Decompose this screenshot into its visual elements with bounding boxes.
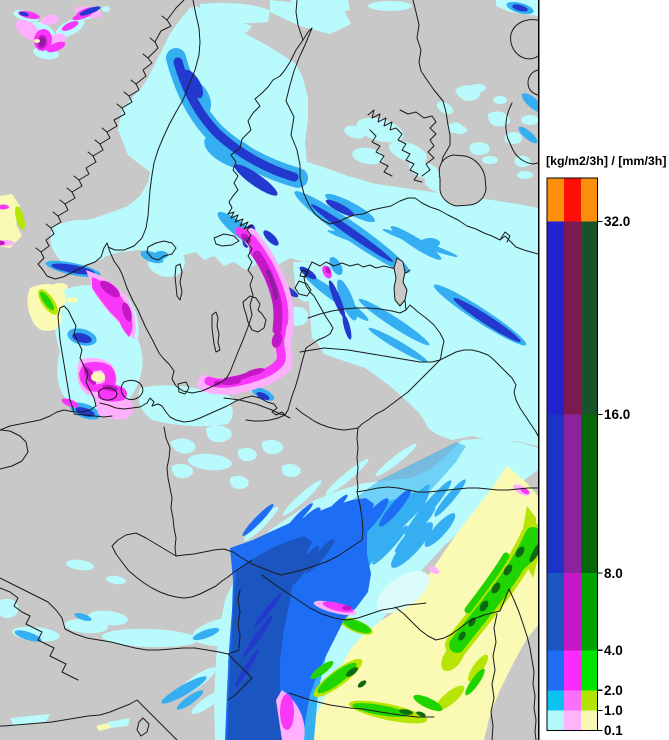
svg-text:2.0: 2.0 (604, 683, 623, 698)
svg-text:16.0: 16.0 (604, 407, 630, 422)
svg-text:8.0: 8.0 (604, 566, 623, 581)
svg-text:0.1: 0.1 (604, 723, 623, 738)
svg-text:1.0: 1.0 (604, 703, 623, 718)
svg-text:32.0: 32.0 (604, 214, 630, 229)
svg-text:[kg/m2/3h] / [mm/3h]: [kg/m2/3h] / [mm/3h] (546, 154, 666, 168)
svg-text:4.0: 4.0 (604, 643, 623, 658)
